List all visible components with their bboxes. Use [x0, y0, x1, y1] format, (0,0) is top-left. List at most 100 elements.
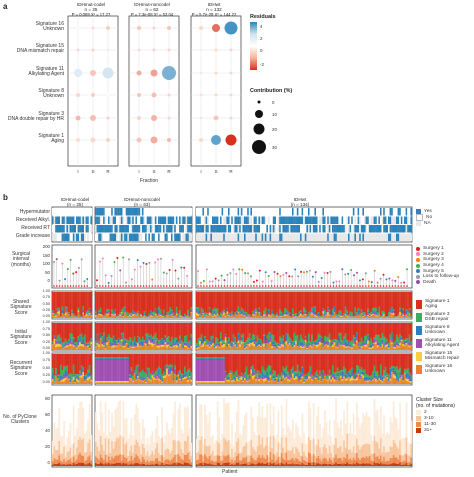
signature-bar-segment	[140, 323, 142, 341]
signature-bar-segment	[240, 292, 243, 308]
signature-bar-segment	[63, 292, 65, 315]
track-cell	[397, 208, 400, 216]
signature-bar-segment	[274, 347, 277, 350]
signature-bar-segment	[220, 315, 222, 317]
track-cell	[101, 233, 104, 241]
signature-bar-segment	[52, 312, 54, 314]
signature-bar-segment	[349, 344, 352, 347]
surgical-point	[211, 285, 214, 287]
panel-b-xlabel: Patient	[222, 469, 238, 475]
signature-bar-segment	[137, 364, 139, 367]
signature-bar-segment	[215, 381, 217, 383]
signature-bar-segment	[391, 292, 393, 308]
signature-bar-segment	[159, 313, 162, 315]
surgical-point	[270, 280, 273, 283]
header-stat: P = 7.3e-08 X² = 53.04	[130, 12, 174, 18]
track-cell	[396, 225, 398, 233]
surgical-point	[285, 285, 288, 287]
signature-bar-segment	[200, 334, 203, 340]
signature-bar-segment	[190, 346, 193, 348]
signature-bar-segment	[260, 314, 262, 316]
signature-bar-segment	[190, 309, 193, 311]
signature-bar-segment	[304, 340, 307, 342]
signature-bar-segment	[260, 376, 262, 379]
signature-bar-segment	[304, 314, 307, 315]
track-cell	[344, 225, 347, 233]
signature-bar-segment	[325, 315, 328, 318]
signature-bar-segment	[107, 358, 110, 360]
signature-bar-segment	[332, 346, 334, 350]
track-cell	[336, 216, 339, 224]
signature-bar-segment	[71, 309, 73, 312]
track-cell	[167, 225, 170, 233]
signature-bar-segment	[296, 335, 299, 341]
signature-bar-segment	[63, 316, 65, 318]
signature-bar-segment	[79, 370, 81, 373]
signature-bar-segment	[250, 342, 253, 344]
signature-bar-segment	[159, 323, 162, 340]
signature-bar-segment	[316, 323, 318, 340]
signature-bar-segment	[237, 340, 240, 344]
signature-bar-segment	[221, 357, 224, 359]
track-cell	[404, 225, 406, 233]
signature-bar-segment	[338, 315, 341, 318]
track-cell	[55, 225, 57, 233]
track-cell	[351, 233, 353, 241]
signature-bar-segment	[132, 346, 134, 348]
signature-bar-segment	[298, 316, 301, 318]
signature-bar-segment	[58, 314, 61, 318]
track-cell	[133, 233, 136, 241]
track-cell	[111, 233, 113, 241]
track-cell	[306, 208, 309, 216]
signature-tick-label: 0.50	[42, 301, 50, 306]
signature-bar-segment	[80, 345, 83, 350]
signature-bar-segment	[292, 312, 294, 315]
signature-bar-segment	[239, 313, 241, 315]
signature-bar-segment	[76, 346, 78, 348]
signature-bar-segment	[272, 376, 275, 379]
track-cell	[255, 208, 257, 216]
signature-bar-segment	[101, 360, 104, 381]
signature-bar-segment	[357, 344, 360, 346]
signature-bar-segment	[264, 375, 267, 378]
signature-bar-segment	[277, 292, 280, 315]
signature-bar-segment	[364, 345, 366, 347]
track-cell	[207, 225, 209, 233]
track-cell	[98, 208, 100, 216]
signature-bar-segment	[80, 316, 83, 318]
signature-bar-segment	[199, 358, 201, 360]
signature-bar-segment	[96, 343, 99, 345]
signature-bar-segment	[103, 357, 105, 359]
track-cell	[90, 225, 93, 233]
signature-bar-segment	[255, 341, 257, 344]
signature-bar-segment	[356, 315, 358, 318]
signature-bar-segment	[229, 345, 232, 347]
signature-bar-segment	[213, 347, 216, 350]
signature-bar-segment	[244, 346, 246, 349]
signature-bar-segment	[272, 346, 275, 350]
signature-bar-segment	[88, 341, 91, 346]
signature-bar-segment	[68, 339, 70, 341]
track-cell	[200, 208, 203, 216]
track-cell	[210, 225, 213, 233]
track-cell	[367, 216, 369, 224]
signature-bar-segment	[362, 344, 365, 346]
signature-bar-segment	[72, 316, 75, 318]
signature-bar-segment	[248, 346, 251, 350]
signature-bar-segment	[384, 316, 387, 318]
signature-bar-segment	[130, 323, 133, 339]
signature-bar-segment	[280, 378, 283, 382]
track-cell	[301, 208, 304, 216]
signature-bar-segment	[148, 343, 151, 350]
signature-bar-segment	[252, 365, 254, 369]
signature-bar-segment	[58, 340, 61, 343]
signature-bar-segment	[197, 360, 200, 381]
surgical-point	[80, 285, 83, 287]
signature-bar-segment	[408, 323, 411, 335]
signature-bar-segment	[79, 317, 81, 318]
signature-bar-segment	[341, 340, 344, 345]
signature-bar-segment	[202, 358, 205, 360]
signature-bar-segment	[80, 341, 83, 344]
signature-bar-segment	[276, 354, 278, 376]
signature-bar-segment	[208, 341, 211, 345]
